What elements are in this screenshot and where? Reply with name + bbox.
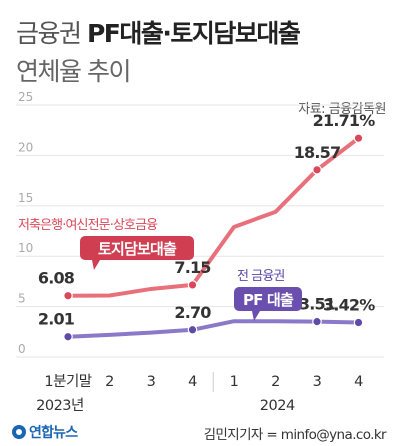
source-note: 자료: 금융감독원 <box>298 102 386 117</box>
data-point-pf <box>187 324 198 335</box>
y-tick-label: 15 <box>18 191 33 205</box>
x-tick-label: 3 <box>147 374 156 390</box>
data-point-land <box>63 290 73 301</box>
data-point-land <box>353 133 364 143</box>
land-series-tag-pointer <box>92 260 100 270</box>
data-point-pf <box>312 316 322 327</box>
data-point-land <box>312 165 322 175</box>
x-tick-label: 3 <box>313 374 322 390</box>
y-tick-label: 0 <box>18 342 26 356</box>
data-point-pf <box>63 331 73 342</box>
page-subtitle: 연체율 추이 <box>16 57 131 86</box>
data-label-pf: 3.51 <box>299 295 336 314</box>
year-label: 2024 <box>260 398 295 414</box>
x-tick-label: 4 <box>354 374 363 390</box>
data-label-pf: 3.42% <box>323 296 375 315</box>
pf-series-tag-pointer <box>252 311 260 321</box>
data-label-land: 7.15 <box>174 258 211 277</box>
data-label-land: 6.08 <box>38 269 75 288</box>
data-point-pf <box>353 317 364 328</box>
series-line-pf <box>66 319 361 339</box>
x-tick-label: 1 <box>230 374 239 390</box>
logo-mark-icon <box>12 425 26 439</box>
publisher-name: 연합뉴스 <box>29 425 78 441</box>
land-series-tag <box>80 236 194 260</box>
series-layer <box>63 133 364 342</box>
y-tick-label: 25 <box>18 90 33 104</box>
data-label-land: 18.57 <box>294 143 341 162</box>
author-credit: 김민지기자 = minfo@yna.co.kr <box>203 427 387 443</box>
axis-layer: 0 5 10 15 20 25 1분기말 2 3 4 1 2 3 4 2023년 2024 <box>18 90 364 414</box>
land-series-name: 토지담보대출 <box>98 240 177 258</box>
y-tick-label: 10 <box>18 241 33 255</box>
title-main: PF대출·토지담보대출 <box>86 19 301 48</box>
page-title: 금융권 PF대출·토지담보대출 <box>16 14 301 50</box>
pf-series-name: PF 대출 <box>243 291 294 309</box>
year-label: 2023년 <box>36 397 84 414</box>
series-line-land <box>66 136 361 298</box>
data-label-pf: 2.01 <box>38 310 75 329</box>
label-layer: 6.08 7.15 18.57 21.71% 2.01 2.70 3.513.42% 저축은행… <box>18 111 376 329</box>
data-point-land <box>187 280 198 290</box>
land-series-note: 저축은행·여신전문·상호금융 <box>18 217 158 233</box>
title-prefix: 금융권 <box>16 19 87 48</box>
data-label-land: 21.71% <box>313 111 376 130</box>
data-label-pf: 2.70 <box>174 303 211 322</box>
x-tick-label: 2 <box>271 374 280 390</box>
y-tick-label: 20 <box>18 140 33 154</box>
x-tick-label: 1분기말 <box>44 373 91 390</box>
x-tick-label: 4 <box>188 374 197 390</box>
y-tick-label: 5 <box>18 292 26 306</box>
pf-series-tag <box>234 287 302 311</box>
x-tick-label: 2 <box>105 374 114 390</box>
grid-layer <box>16 104 384 358</box>
publisher-logo: 연합뉴스 <box>12 422 78 442</box>
pf-series-note: 전 금융권 <box>237 269 284 284</box>
